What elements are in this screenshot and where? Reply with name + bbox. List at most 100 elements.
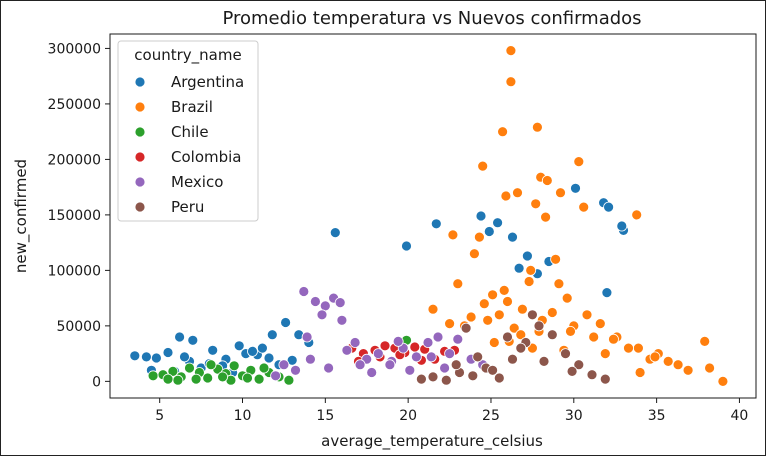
x-tick-label: 40 bbox=[731, 408, 749, 424]
data-point bbox=[532, 121, 543, 133]
data-point bbox=[565, 325, 576, 337]
data-point bbox=[329, 227, 341, 239]
data-point bbox=[129, 350, 141, 362]
data-point bbox=[525, 264, 537, 276]
data-point bbox=[487, 364, 499, 376]
x-axis: 5 10 15 20 25 30 35 40 bbox=[155, 398, 748, 424]
data-point bbox=[263, 352, 275, 364]
data-point bbox=[280, 317, 292, 328]
data-point bbox=[447, 229, 459, 241]
x-tick-label: 25 bbox=[482, 408, 500, 424]
data-point bbox=[704, 362, 715, 374]
legend-title: country_name bbox=[134, 46, 241, 65]
data-point bbox=[450, 359, 462, 371]
data-point bbox=[505, 45, 517, 56]
data-point bbox=[323, 362, 335, 374]
data-point bbox=[242, 372, 253, 384]
data-point bbox=[162, 373, 174, 385]
data-point bbox=[483, 226, 495, 237]
data-point bbox=[555, 187, 566, 199]
data-point bbox=[608, 333, 619, 345]
data-point bbox=[498, 284, 510, 296]
data-point bbox=[633, 342, 644, 354]
data-point bbox=[202, 372, 214, 384]
y-axis: 0 50000 100000 150000 200000 250000 300000 bbox=[48, 41, 110, 390]
legend-marker bbox=[134, 76, 146, 88]
data-point bbox=[233, 340, 245, 352]
x-tick-label: 10 bbox=[234, 408, 252, 424]
data-point bbox=[286, 354, 298, 366]
data-point bbox=[493, 309, 505, 321]
y-tick-label: 0 bbox=[92, 374, 101, 390]
data-point bbox=[140, 351, 152, 363]
data-point bbox=[319, 300, 331, 312]
data-point bbox=[522, 250, 533, 262]
data-point bbox=[354, 359, 366, 371]
data-point bbox=[427, 371, 439, 383]
data-point bbox=[533, 320, 545, 332]
data-point bbox=[316, 309, 328, 321]
data-point bbox=[540, 211, 551, 223]
data-point bbox=[515, 342, 527, 354]
plot-area bbox=[109, 33, 757, 399]
data-point bbox=[301, 331, 313, 343]
data-point bbox=[507, 231, 518, 243]
data-point bbox=[228, 360, 240, 372]
data-point bbox=[649, 351, 661, 363]
data-point bbox=[439, 362, 451, 374]
data-point bbox=[527, 309, 538, 321]
data-point bbox=[266, 329, 278, 341]
data-point bbox=[379, 340, 391, 352]
data-point bbox=[410, 351, 422, 363]
y-axis-title: new_confirmed bbox=[12, 159, 31, 273]
data-point bbox=[578, 201, 590, 213]
legend-label: Peru bbox=[171, 198, 204, 216]
data-point bbox=[570, 182, 581, 194]
data-point bbox=[603, 201, 614, 213]
data-point bbox=[530, 198, 542, 210]
data-point bbox=[432, 331, 444, 343]
data-point bbox=[594, 318, 606, 330]
data-point bbox=[560, 348, 571, 360]
data-point bbox=[561, 292, 573, 304]
data-point bbox=[634, 367, 646, 378]
data-point bbox=[147, 370, 159, 382]
data-point bbox=[349, 337, 361, 348]
data-point bbox=[247, 345, 258, 357]
data-point bbox=[662, 355, 674, 367]
data-point bbox=[468, 248, 480, 260]
data-point bbox=[401, 240, 412, 252]
data-point bbox=[384, 359, 396, 371]
x-tick-label: 35 bbox=[648, 408, 666, 424]
legend-label: Colombia bbox=[171, 148, 242, 166]
series-brazil bbox=[427, 45, 729, 387]
data-point bbox=[581, 309, 593, 321]
y-tick-label: 250000 bbox=[48, 97, 101, 113]
data-point bbox=[207, 344, 219, 356]
data-point bbox=[488, 337, 500, 348]
legend-marker bbox=[134, 151, 146, 163]
data-point bbox=[472, 351, 484, 363]
data-point bbox=[467, 370, 479, 382]
data-point bbox=[546, 329, 558, 341]
data-point bbox=[452, 278, 464, 290]
data-point bbox=[515, 329, 527, 341]
data-point bbox=[493, 372, 505, 384]
y-tick-label: 150000 bbox=[48, 208, 101, 224]
data-point bbox=[541, 175, 553, 186]
data-point bbox=[553, 278, 565, 290]
data-point bbox=[492, 217, 504, 229]
legend-marker bbox=[134, 176, 146, 188]
data-point bbox=[444, 318, 456, 330]
legend-marker bbox=[134, 126, 146, 138]
y-tick-label: 300000 bbox=[48, 41, 101, 57]
data-point bbox=[452, 333, 464, 345]
data-point bbox=[500, 190, 512, 202]
data-point bbox=[341, 344, 353, 356]
data-point bbox=[573, 359, 585, 371]
y-tick-label: 200000 bbox=[48, 152, 101, 168]
data-point bbox=[425, 351, 437, 363]
data-point bbox=[283, 374, 295, 386]
data-point bbox=[505, 76, 517, 88]
chart-title: Promedio temperatura vs Nuevos confirmad… bbox=[222, 8, 641, 29]
